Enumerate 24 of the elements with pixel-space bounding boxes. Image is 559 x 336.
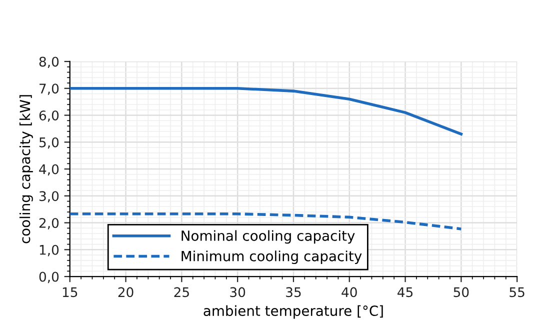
x-tick-label: 45 (398, 287, 413, 298)
line-series (70, 212, 463, 230)
y-tick-label: 5,0 (39, 137, 59, 149)
x-axis-title: ambient temperature [°C] (204, 305, 383, 319)
x-tick-label: 55 (510, 287, 524, 298)
y-tick-label: 6,0 (39, 110, 59, 122)
x-tick-label: 25 (174, 287, 189, 298)
y-axis-title: cooling capacity [kW] (19, 95, 33, 244)
x-tick-label: 30 (230, 287, 246, 298)
legend-label: Nominal cooling capacity (182, 230, 355, 244)
x-tick-label: 35 (286, 287, 301, 298)
y-tick-label: 2,0 (39, 218, 59, 230)
legend-label: Minimum cooling capacity (182, 250, 362, 264)
x-tick-label: 40 (342, 287, 357, 298)
line-series (70, 86, 463, 136)
y-tick-label: 3,0 (39, 191, 59, 202)
x-tick-label: 15 (62, 287, 78, 298)
y-tick-label: 4,0 (39, 164, 59, 176)
x-tick-label: 50 (454, 287, 469, 298)
x-tick-label: 20 (118, 287, 134, 298)
y-tick-label: 7,0 (40, 84, 59, 95)
y-tick-label: 1,0 (40, 244, 59, 256)
y-tick-label: 0,0 (39, 272, 59, 284)
y-tick-label: 8,0 (39, 56, 59, 68)
